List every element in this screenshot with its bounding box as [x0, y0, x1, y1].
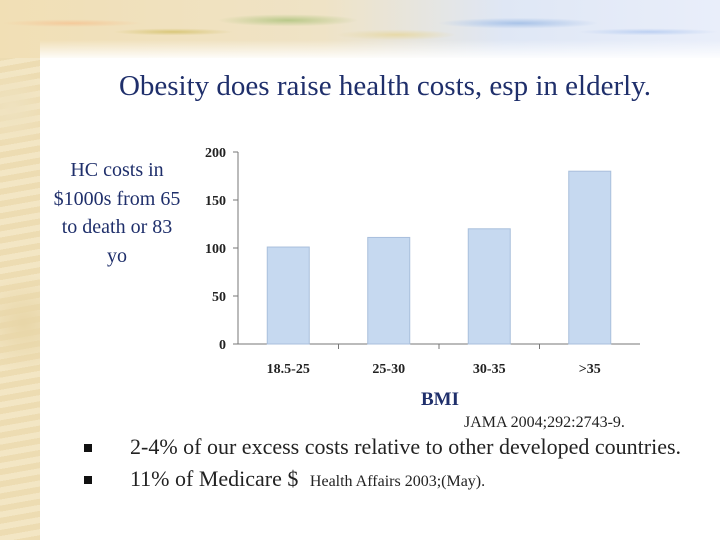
- bar-3: [467, 228, 511, 345]
- health-affairs-citation: Health Affairs 2003;(May).: [309, 473, 486, 490]
- bar-4: [568, 170, 612, 345]
- bullet-list: 2-4% of our excess costs relative to oth…: [84, 434, 704, 495]
- background-fade: [40, 40, 720, 60]
- bar-1: [266, 246, 310, 345]
- y-axis-label: HC costs in $1000s from 65 to death or 8…: [53, 159, 181, 267]
- x-axis-label: BMI: [421, 389, 459, 410]
- x-tick-label: 30-35: [473, 362, 506, 377]
- y-tick-label: 0: [219, 338, 226, 353]
- bullet-text: 11% of Medicare $: [130, 466, 299, 491]
- x-tick-label: 18.5-25: [267, 362, 310, 377]
- bar-chart: 0 50 100 150 200 18.5-25 25-30 30-35 >35: [190, 135, 660, 385]
- bullet-item: 11% of Medicare $ Health Affairs 2003;(M…: [84, 466, 704, 495]
- square-bullet-icon: [84, 444, 92, 452]
- y-tick-label: 100: [205, 242, 226, 257]
- x-tick-label: >35: [579, 362, 601, 377]
- square-bullet-icon: [84, 476, 92, 484]
- jama-citation: JAMA 2004;292:2743-9.: [464, 414, 625, 431]
- y-tick-label: 200: [205, 146, 226, 161]
- y-tick-label: 150: [205, 194, 226, 209]
- bullet-text: 2-4% of our excess costs relative to oth…: [130, 434, 682, 459]
- y-tick-label: 50: [212, 290, 226, 305]
- bullet-item: 2-4% of our excess costs relative to oth…: [84, 434, 704, 460]
- bar-2: [367, 236, 411, 345]
- slide-title: Obesity does raise health costs, esp in …: [118, 70, 652, 102]
- background-left-texture: [0, 0, 40, 540]
- bar-chart-svg: 0 50 100 150 200 18.5-25 25-30 30-35 >35: [205, 146, 640, 377]
- x-tick-label: 25-30: [372, 362, 405, 377]
